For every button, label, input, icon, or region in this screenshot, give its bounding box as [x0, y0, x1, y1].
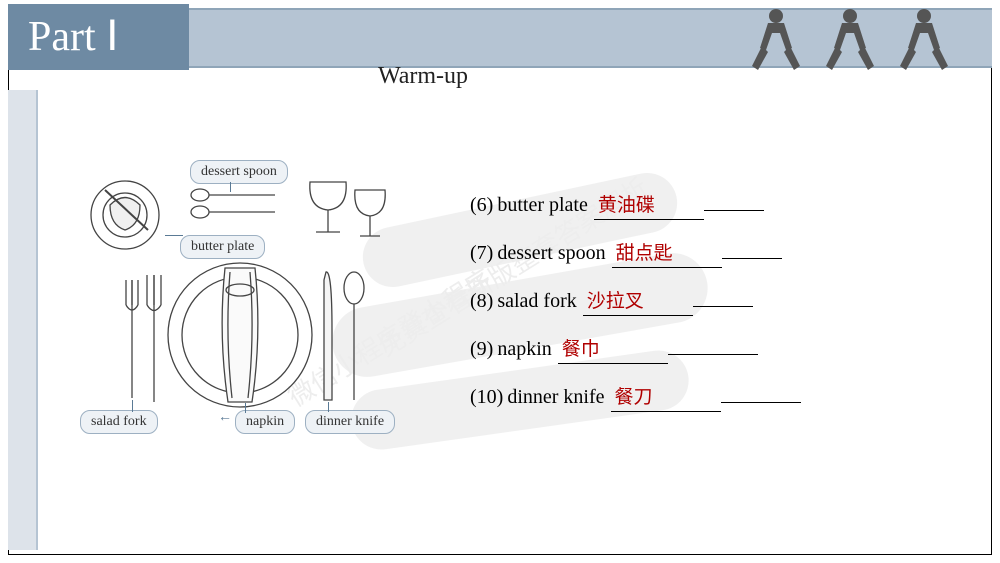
vocab-list: (6) butter plate 黄油碟 (7) dessert spoon 甜… — [470, 190, 801, 430]
callout-line — [165, 235, 183, 236]
underline-extension — [693, 306, 753, 307]
callout-line — [328, 402, 329, 412]
item-term: dinner knife — [507, 386, 604, 409]
part-title: Part Ⅰ — [8, 4, 189, 70]
callout-line — [230, 182, 231, 192]
item-term: salad fork — [497, 290, 576, 313]
place-setting-diagram: dessert spoon butter plate salad fork na… — [70, 160, 400, 430]
list-item: (9) napkin 餐巾 — [470, 334, 801, 364]
item-number: (9) — [470, 338, 493, 361]
runner-icon — [748, 8, 804, 70]
item-answer: 沙拉叉 — [583, 286, 693, 316]
arrow-icon: ← — [218, 410, 232, 426]
item-term: napkin — [497, 338, 551, 361]
item-number: (7) — [470, 242, 493, 265]
callout-line — [245, 403, 246, 413]
runner-icon — [822, 8, 878, 70]
item-answer: 餐巾 — [558, 334, 668, 364]
callout-dinner-knife: dinner knife — [305, 410, 395, 434]
item-answer: 黄油碟 — [594, 190, 704, 220]
item-term: dessert spoon — [497, 242, 605, 265]
callout-line — [132, 400, 133, 412]
underline-extension — [722, 258, 782, 259]
item-number: (6) — [470, 194, 493, 217]
list-item: (10) dinner knife 餐刀 — [470, 382, 801, 412]
underline-extension — [668, 354, 758, 355]
underline-extension — [704, 210, 764, 211]
callout-dessert-spoon: dessert spoon — [190, 160, 288, 184]
runner-icon — [896, 8, 952, 70]
callout-napkin: napkin — [235, 410, 295, 434]
runners-graphic — [748, 8, 952, 70]
item-number: (8) — [470, 290, 493, 313]
section-subtitle: Warm-up — [378, 63, 468, 90]
list-item: (6) butter plate 黄油碟 — [470, 190, 801, 220]
header: Part Ⅰ Warm-up — [8, 8, 992, 83]
item-term: butter plate — [497, 194, 588, 217]
item-answer: 甜点匙 — [612, 238, 722, 268]
item-number: (10) — [470, 386, 503, 409]
callout-salad-fork: salad fork — [80, 410, 158, 434]
content-area: dessert spoon butter plate salad fork na… — [70, 150, 970, 533]
list-item: (8) salad fork 沙拉叉 — [470, 286, 801, 316]
item-answer: 餐刀 — [611, 382, 721, 412]
list-item: (7) dessert spoon 甜点匙 — [470, 238, 801, 268]
callout-butter-plate: butter plate — [180, 235, 265, 259]
underline-extension — [721, 402, 801, 403]
side-tab — [8, 90, 38, 550]
